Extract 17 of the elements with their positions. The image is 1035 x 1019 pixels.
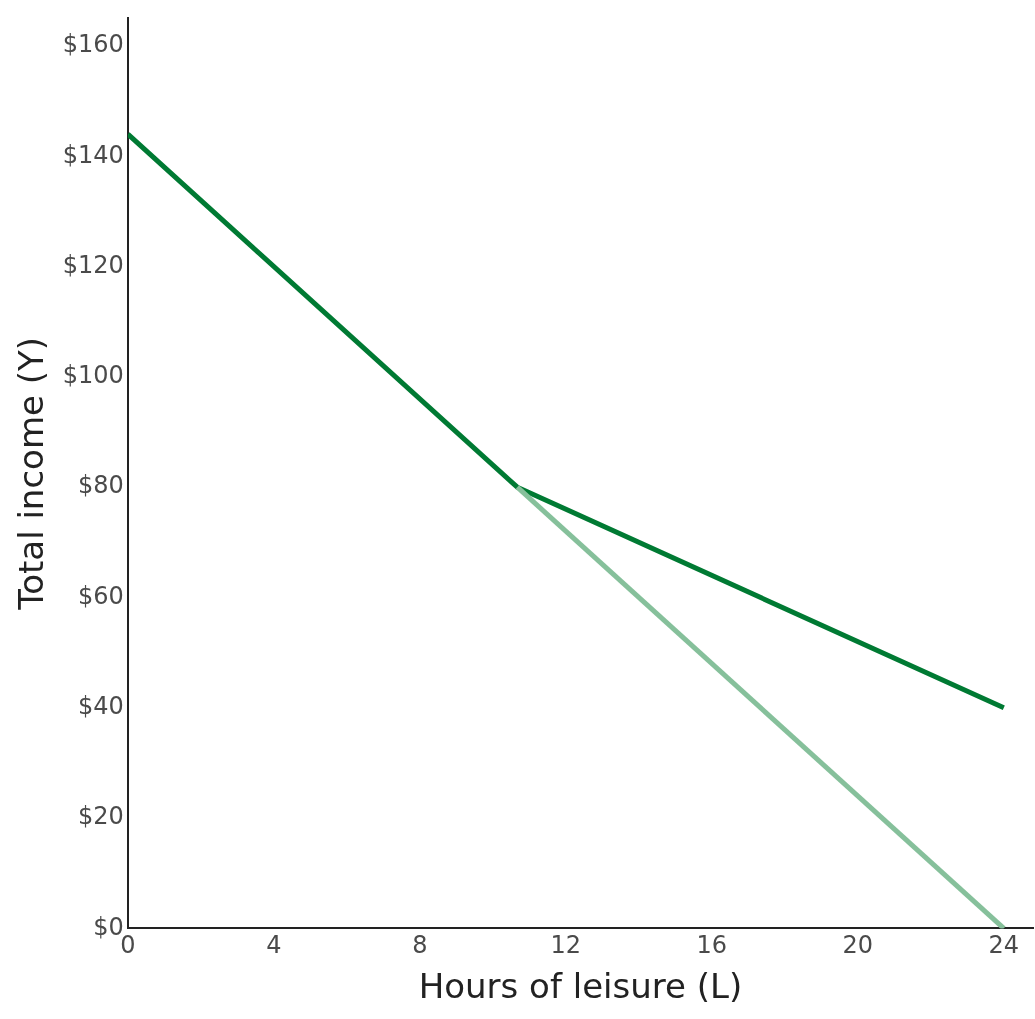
y-tick-label: $160 [62,30,124,59]
y-axis-title: Total income (Y) [11,336,52,611]
x-tick-label: 20 [842,931,874,960]
x-tick-label: 24 [988,931,1020,960]
x-tick-label: 16 [696,931,728,960]
x-tick-label: 0 [120,931,136,960]
y-tick-label: $40 [78,692,124,721]
y-tick-label: $60 [78,581,124,610]
x-tick-label: 8 [412,931,428,960]
x-tick-label: 12 [550,931,582,960]
x-tick-label: 4 [266,931,282,960]
y-tick-label: $140 [62,140,124,169]
y-tick-label: $100 [62,361,124,390]
x-axis-title: Hours of leisure (L) [418,966,743,1007]
y-tick-label: $80 [78,471,124,500]
y-tick-label: $120 [62,250,124,279]
y-tick-label: $20 [78,802,124,831]
